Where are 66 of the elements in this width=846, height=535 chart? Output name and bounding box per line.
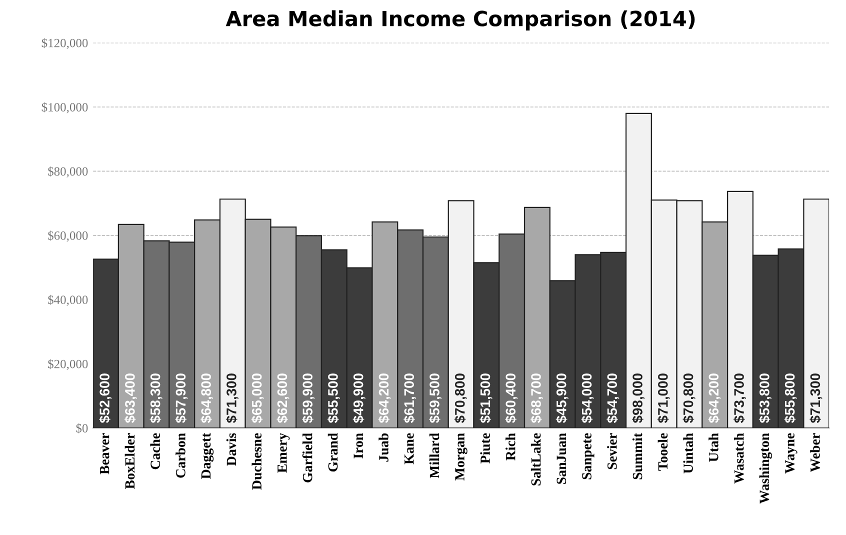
x-tick-label: Rich <box>506 433 516 460</box>
x-tick-label: BoxElder <box>124 433 135 489</box>
x-tick-label: Wasatch <box>734 433 744 484</box>
chart-title: Area Median Income Comparison (2014) <box>226 10 695 30</box>
data-label: $62,600 <box>276 374 290 424</box>
data-label: $49,900 <box>352 374 366 424</box>
data-label: $57,900 <box>175 374 188 424</box>
data-label: $64,200 <box>378 374 391 424</box>
y-tick-label: $0 <box>76 423 88 434</box>
x-tick-label: Sanpete <box>582 433 594 480</box>
x-tick-label: Emery <box>278 432 290 473</box>
data-label: $63,400 <box>124 374 137 424</box>
x-tick-label: Duchesne <box>252 433 262 490</box>
x-tick-label: Summit <box>632 432 642 480</box>
data-label: $73,700 <box>734 374 746 424</box>
data-label: $60,400 <box>505 374 518 424</box>
x-tick-label: Washington <box>759 433 772 504</box>
y-tick-label: $120,000 <box>42 38 88 50</box>
y-tick-label: $20,000 <box>48 359 88 370</box>
x-tick-label: Sevier <box>607 433 617 470</box>
data-label: $70,800 <box>454 374 467 424</box>
data-label: $58,300 <box>150 374 162 424</box>
data-label: $59,900 <box>302 374 315 424</box>
y-tick-label: $80,000 <box>48 166 88 178</box>
x-tick-label: Beaver <box>100 433 110 474</box>
data-label: $51,500 <box>480 374 492 424</box>
x-tick-label: Kane <box>404 433 414 464</box>
data-label: $52,600 <box>99 374 112 424</box>
x-tick-label: Grand <box>328 433 338 472</box>
data-label: $98,000 <box>632 374 644 424</box>
data-label: $55,800 <box>784 374 797 424</box>
x-tick-label: Morgan <box>455 433 468 480</box>
x-tick-label: Weber <box>810 433 820 472</box>
data-label: $54,000 <box>581 374 594 424</box>
data-label: $61,700 <box>404 374 416 424</box>
x-tick-label: Utah <box>708 433 718 462</box>
x-tick-label: SanJuan <box>556 433 566 484</box>
x-tick-label: Iron <box>354 433 364 458</box>
y-tick-label: $60,000 <box>48 230 88 242</box>
x-tick-label: Daggett <box>201 432 214 479</box>
data-label: $53,800 <box>758 374 772 424</box>
data-label: $71,300 <box>810 374 822 424</box>
x-tick-label: Piute <box>480 433 490 464</box>
data-label: $71,300 <box>226 374 238 424</box>
data-label: $64,200 <box>708 374 721 424</box>
x-tick-label: Garfield <box>302 433 312 482</box>
data-label: $65,000 <box>251 374 264 424</box>
data-label: $68,700 <box>530 374 543 424</box>
y-tick-label: $40,000 <box>48 294 88 306</box>
data-label: $70,800 <box>682 374 696 424</box>
x-tick-label: Juab <box>378 433 388 462</box>
x-tick-label: Wayne <box>785 433 798 474</box>
x-tick-label: Tooele <box>658 433 668 471</box>
x-tick-label: Uintah <box>683 433 693 474</box>
x-tick-label: SaltLake <box>530 433 541 486</box>
x-tick-label: Millard <box>429 433 440 478</box>
y-tick-label: $100,000 <box>42 102 88 114</box>
data-label: $45,900 <box>556 374 568 424</box>
data-label: $71,000 <box>657 374 670 424</box>
x-tick-label: Cache <box>150 433 160 470</box>
data-label: $59,500 <box>428 374 442 424</box>
data-label: $64,800 <box>200 374 214 424</box>
x-tick-label: Carbon <box>176 433 186 478</box>
data-label: $54,700 <box>606 374 620 424</box>
x-tick-label: Davis <box>226 433 236 466</box>
data-label: $55,500 <box>327 374 340 424</box>
